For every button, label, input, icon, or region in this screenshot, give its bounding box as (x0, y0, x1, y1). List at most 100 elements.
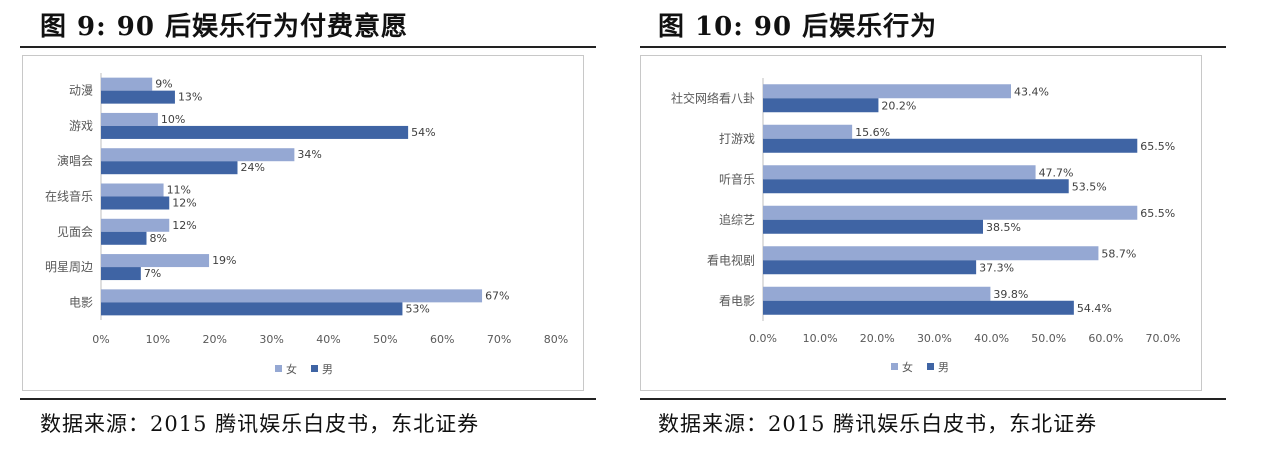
bar-female (101, 218, 170, 232)
category-label: 明星周边 (45, 260, 93, 274)
x-tick-label: 10.0% (803, 332, 838, 345)
category-label: 动漫 (69, 84, 93, 98)
bar-female (763, 286, 991, 301)
bar-male (101, 302, 403, 316)
data-label: 65.5% (1140, 140, 1175, 153)
bar-female (763, 246, 1099, 261)
bar-male (763, 219, 983, 234)
x-tick-label: 40.0% (974, 332, 1009, 345)
legend-swatch-female (275, 365, 282, 372)
x-tick-label: 0.0% (749, 332, 777, 345)
left-chart-frame: 动漫 9% 13% 游戏 10% 54% 演唱会 34% 24% 在线音乐 11% 12% 见面会 12%… (22, 55, 584, 391)
bar-female (763, 165, 1036, 180)
left-title-rule (20, 46, 596, 48)
right-title-rule (640, 46, 1226, 48)
legend-label: 女 (902, 360, 913, 374)
right-chart-title: 图 10: 90 后娱乐行为 (658, 12, 938, 42)
x-tick-label: 30.0% (917, 332, 952, 345)
x-tick-label: 50% (373, 333, 397, 346)
category-label: 演唱会 (57, 153, 93, 168)
bar-female (101, 77, 153, 91)
data-label: 67% (485, 289, 509, 302)
data-label: 43.4% (1014, 85, 1049, 98)
data-label: 10% (161, 113, 185, 126)
category-label: 听音乐 (719, 171, 755, 186)
data-label: 53% (405, 302, 429, 315)
x-tick-label: 60% (430, 333, 454, 346)
x-tick-label: 80% (544, 333, 568, 346)
data-label: 34% (297, 148, 321, 161)
x-tick-label: 20% (203, 333, 227, 346)
bar-male (763, 300, 1074, 315)
bar-male (101, 90, 175, 104)
data-label: 47.7% (1039, 166, 1074, 179)
bar-female (763, 124, 853, 139)
data-label: 19% (212, 254, 236, 267)
x-tick-label: 0% (92, 333, 109, 346)
data-label: 24% (241, 161, 265, 174)
bar-male (763, 138, 1138, 153)
data-label: 53.5% (1072, 180, 1107, 193)
data-label: 54.4% (1077, 302, 1112, 315)
bar-male (763, 260, 977, 275)
category-label: 看电影 (719, 294, 755, 308)
data-label: 54% (411, 126, 435, 139)
category-label: 电影 (69, 295, 93, 309)
data-label: 9% (155, 78, 172, 91)
data-label: 38.5% (986, 221, 1021, 234)
bar-female (101, 254, 210, 268)
bar-female (101, 289, 483, 303)
data-label: 7% (144, 267, 161, 280)
data-label: 11% (167, 184, 191, 197)
x-tick-label: 10% (146, 333, 170, 346)
legend-swatch-male (927, 363, 934, 370)
bar-male (101, 267, 141, 281)
data-label: 20.2% (881, 99, 916, 112)
category-label: 游戏 (69, 119, 93, 133)
bar-male (763, 98, 879, 113)
right-chart-frame: 社交网络看八卦 43.4% 20.2% 打游戏 15.6% 65.5% 听音乐 47.7% 53… (640, 55, 1202, 391)
bar-female (101, 148, 295, 162)
data-label: 65.5% (1140, 207, 1175, 220)
category-label: 打游戏 (719, 132, 755, 146)
x-tick-label: 40% (316, 333, 340, 346)
legend-label: 男 (322, 363, 333, 376)
left-source-rule (20, 398, 596, 400)
right-source-note: 数据来源：2015 腾讯娱乐白皮书，东北证券 (658, 412, 1098, 436)
x-tick-label: 60.0% (1088, 332, 1123, 345)
data-label: 12% (172, 197, 196, 210)
category-label: 社交网络看八卦 (671, 90, 755, 105)
data-label: 58.7% (1101, 247, 1136, 260)
bar-male (763, 179, 1069, 194)
legend-swatch-female (891, 363, 898, 370)
category-label: 追综艺 (719, 212, 755, 227)
data-label: 37.3% (979, 261, 1014, 274)
category-label: 见面会 (57, 225, 93, 239)
left-source-note: 数据来源：2015 腾讯娱乐白皮书，东北证券 (40, 412, 480, 436)
category-label: 在线音乐 (45, 189, 93, 204)
data-label: 39.8% (993, 288, 1028, 301)
right-source-rule (640, 398, 1226, 400)
bar-male (101, 125, 409, 139)
x-tick-label: 20.0% (860, 332, 895, 345)
bar-male (101, 231, 147, 245)
bar-female (763, 205, 1138, 220)
legend-label: 女 (286, 362, 297, 376)
x-tick-label: 50.0% (1031, 332, 1066, 345)
data-label: 8% (150, 232, 167, 245)
right-chart-svg: 社交网络看八卦 43.4% 20.2% 打游戏 15.6% 65.5% 听音乐 47.7%53… (671, 78, 1181, 374)
legend-label: 男 (938, 361, 949, 374)
left-chart-title: 图 9: 90 后娱乐行为付费意愿 (40, 12, 409, 42)
x-tick-label: 70% (487, 333, 511, 346)
data-label: 13% (178, 91, 202, 104)
bar-male (101, 196, 170, 210)
bar-female (101, 112, 158, 126)
left-chart-svg: 动漫 9%13%游戏 10%54%演唱会 34%24%在线音乐 11%12%见面会 12%… (45, 73, 568, 376)
bar-female (763, 84, 1011, 99)
bar-female (101, 183, 164, 197)
category-label: 看电视剧 (707, 252, 755, 267)
bar-male (101, 161, 238, 175)
legend-swatch-male (311, 365, 318, 372)
x-tick-label: 70.0% (1146, 332, 1181, 345)
data-label: 15.6% (855, 126, 890, 139)
